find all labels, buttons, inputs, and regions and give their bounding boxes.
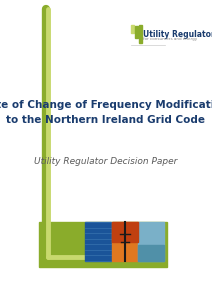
Bar: [138, 245, 164, 261]
Text: Utility Regulator: Utility Regulator: [143, 30, 212, 39]
Bar: [85, 222, 111, 261]
Text: Utility Regulator Decision Paper: Utility Regulator Decision Paper: [33, 158, 177, 166]
Text: to the Northern Ireland Grid Code: to the Northern Ireland Grid Code: [6, 115, 205, 125]
Bar: [139, 26, 142, 43]
Bar: [135, 26, 138, 38]
Bar: [39, 222, 167, 267]
Bar: [138, 222, 164, 261]
Text: Rate of Change of Frequency Modification: Rate of Change of Frequency Modification: [0, 100, 212, 110]
Bar: [112, 222, 138, 242]
Bar: [112, 222, 138, 261]
Text: for consumers and energy: for consumers and energy: [143, 37, 197, 41]
Bar: [131, 26, 134, 33]
